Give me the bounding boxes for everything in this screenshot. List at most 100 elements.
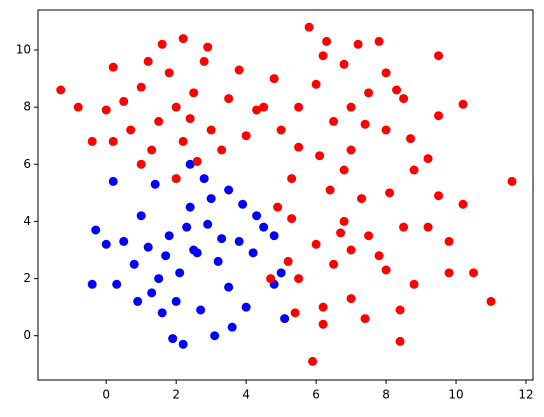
point	[434, 191, 444, 201]
point	[294, 274, 304, 284]
y-tick-label: 0	[23, 328, 31, 342]
point	[91, 225, 101, 235]
point	[178, 339, 188, 349]
point	[287, 174, 297, 184]
point	[507, 176, 517, 186]
point	[241, 131, 251, 141]
point	[458, 99, 468, 109]
point	[133, 296, 143, 306]
point	[374, 251, 384, 261]
point	[252, 105, 262, 115]
point	[136, 82, 146, 92]
x-tick-label: 8	[382, 388, 390, 402]
point	[318, 319, 328, 329]
point	[311, 79, 321, 89]
point	[241, 302, 251, 312]
point	[444, 268, 454, 278]
point	[346, 294, 356, 304]
point	[399, 222, 409, 232]
point	[280, 314, 290, 324]
point	[269, 74, 279, 84]
point	[108, 62, 118, 72]
point	[259, 222, 269, 232]
point	[164, 231, 174, 241]
x-tick-label: 0	[102, 388, 110, 402]
point	[73, 102, 83, 112]
point	[294, 142, 304, 152]
point	[406, 134, 416, 144]
point	[126, 125, 136, 135]
x-tick-label: 2	[172, 388, 180, 402]
point	[189, 88, 199, 98]
point	[336, 228, 346, 238]
point	[112, 279, 122, 289]
point	[381, 68, 391, 78]
point	[119, 96, 129, 106]
point	[381, 125, 391, 135]
point	[147, 288, 157, 298]
point	[192, 156, 202, 166]
point	[101, 239, 111, 249]
point	[248, 248, 258, 258]
y-tick-label: 10	[16, 43, 31, 57]
y-tick-label: 8	[23, 100, 31, 114]
point	[206, 194, 216, 204]
point	[322, 36, 332, 46]
plot-frame	[37, 9, 534, 381]
point	[234, 65, 244, 75]
point	[423, 222, 433, 232]
point	[157, 39, 167, 49]
point	[87, 136, 97, 146]
point	[178, 136, 188, 146]
point	[199, 174, 209, 184]
point	[399, 94, 409, 104]
point	[252, 211, 262, 221]
point	[434, 51, 444, 61]
point	[259, 102, 269, 112]
point	[364, 231, 374, 241]
point	[178, 34, 188, 44]
point	[171, 174, 181, 184]
point	[199, 56, 209, 66]
point	[395, 305, 405, 315]
point	[444, 236, 454, 246]
point	[164, 68, 174, 78]
point	[276, 268, 286, 278]
point	[308, 356, 318, 366]
y-tick-label: 2	[23, 271, 31, 285]
point	[203, 219, 213, 229]
point	[315, 151, 325, 161]
point	[182, 222, 192, 232]
point	[346, 245, 356, 255]
point	[154, 274, 164, 284]
x-tick-label: 10	[448, 388, 463, 402]
y-tick-label: 4	[23, 214, 31, 228]
point	[168, 334, 178, 344]
point	[147, 145, 157, 155]
point	[364, 88, 374, 98]
point	[224, 185, 234, 195]
point	[423, 154, 433, 164]
x-tick-label: 4	[242, 388, 250, 402]
point	[224, 282, 234, 292]
x-tick-label: 12	[518, 388, 533, 402]
point	[56, 85, 66, 95]
point	[395, 336, 405, 346]
point	[238, 199, 248, 209]
point	[185, 114, 195, 124]
point	[434, 111, 444, 121]
point	[276, 125, 286, 135]
point	[161, 251, 171, 261]
point	[311, 239, 321, 249]
point	[318, 51, 328, 61]
point	[360, 119, 370, 129]
point	[346, 145, 356, 155]
point	[129, 259, 139, 269]
point	[329, 116, 339, 126]
point	[154, 116, 164, 126]
point	[469, 268, 479, 278]
x-tick-label: 6	[312, 388, 320, 402]
y-tick-label: 6	[23, 157, 31, 171]
point	[234, 236, 244, 246]
